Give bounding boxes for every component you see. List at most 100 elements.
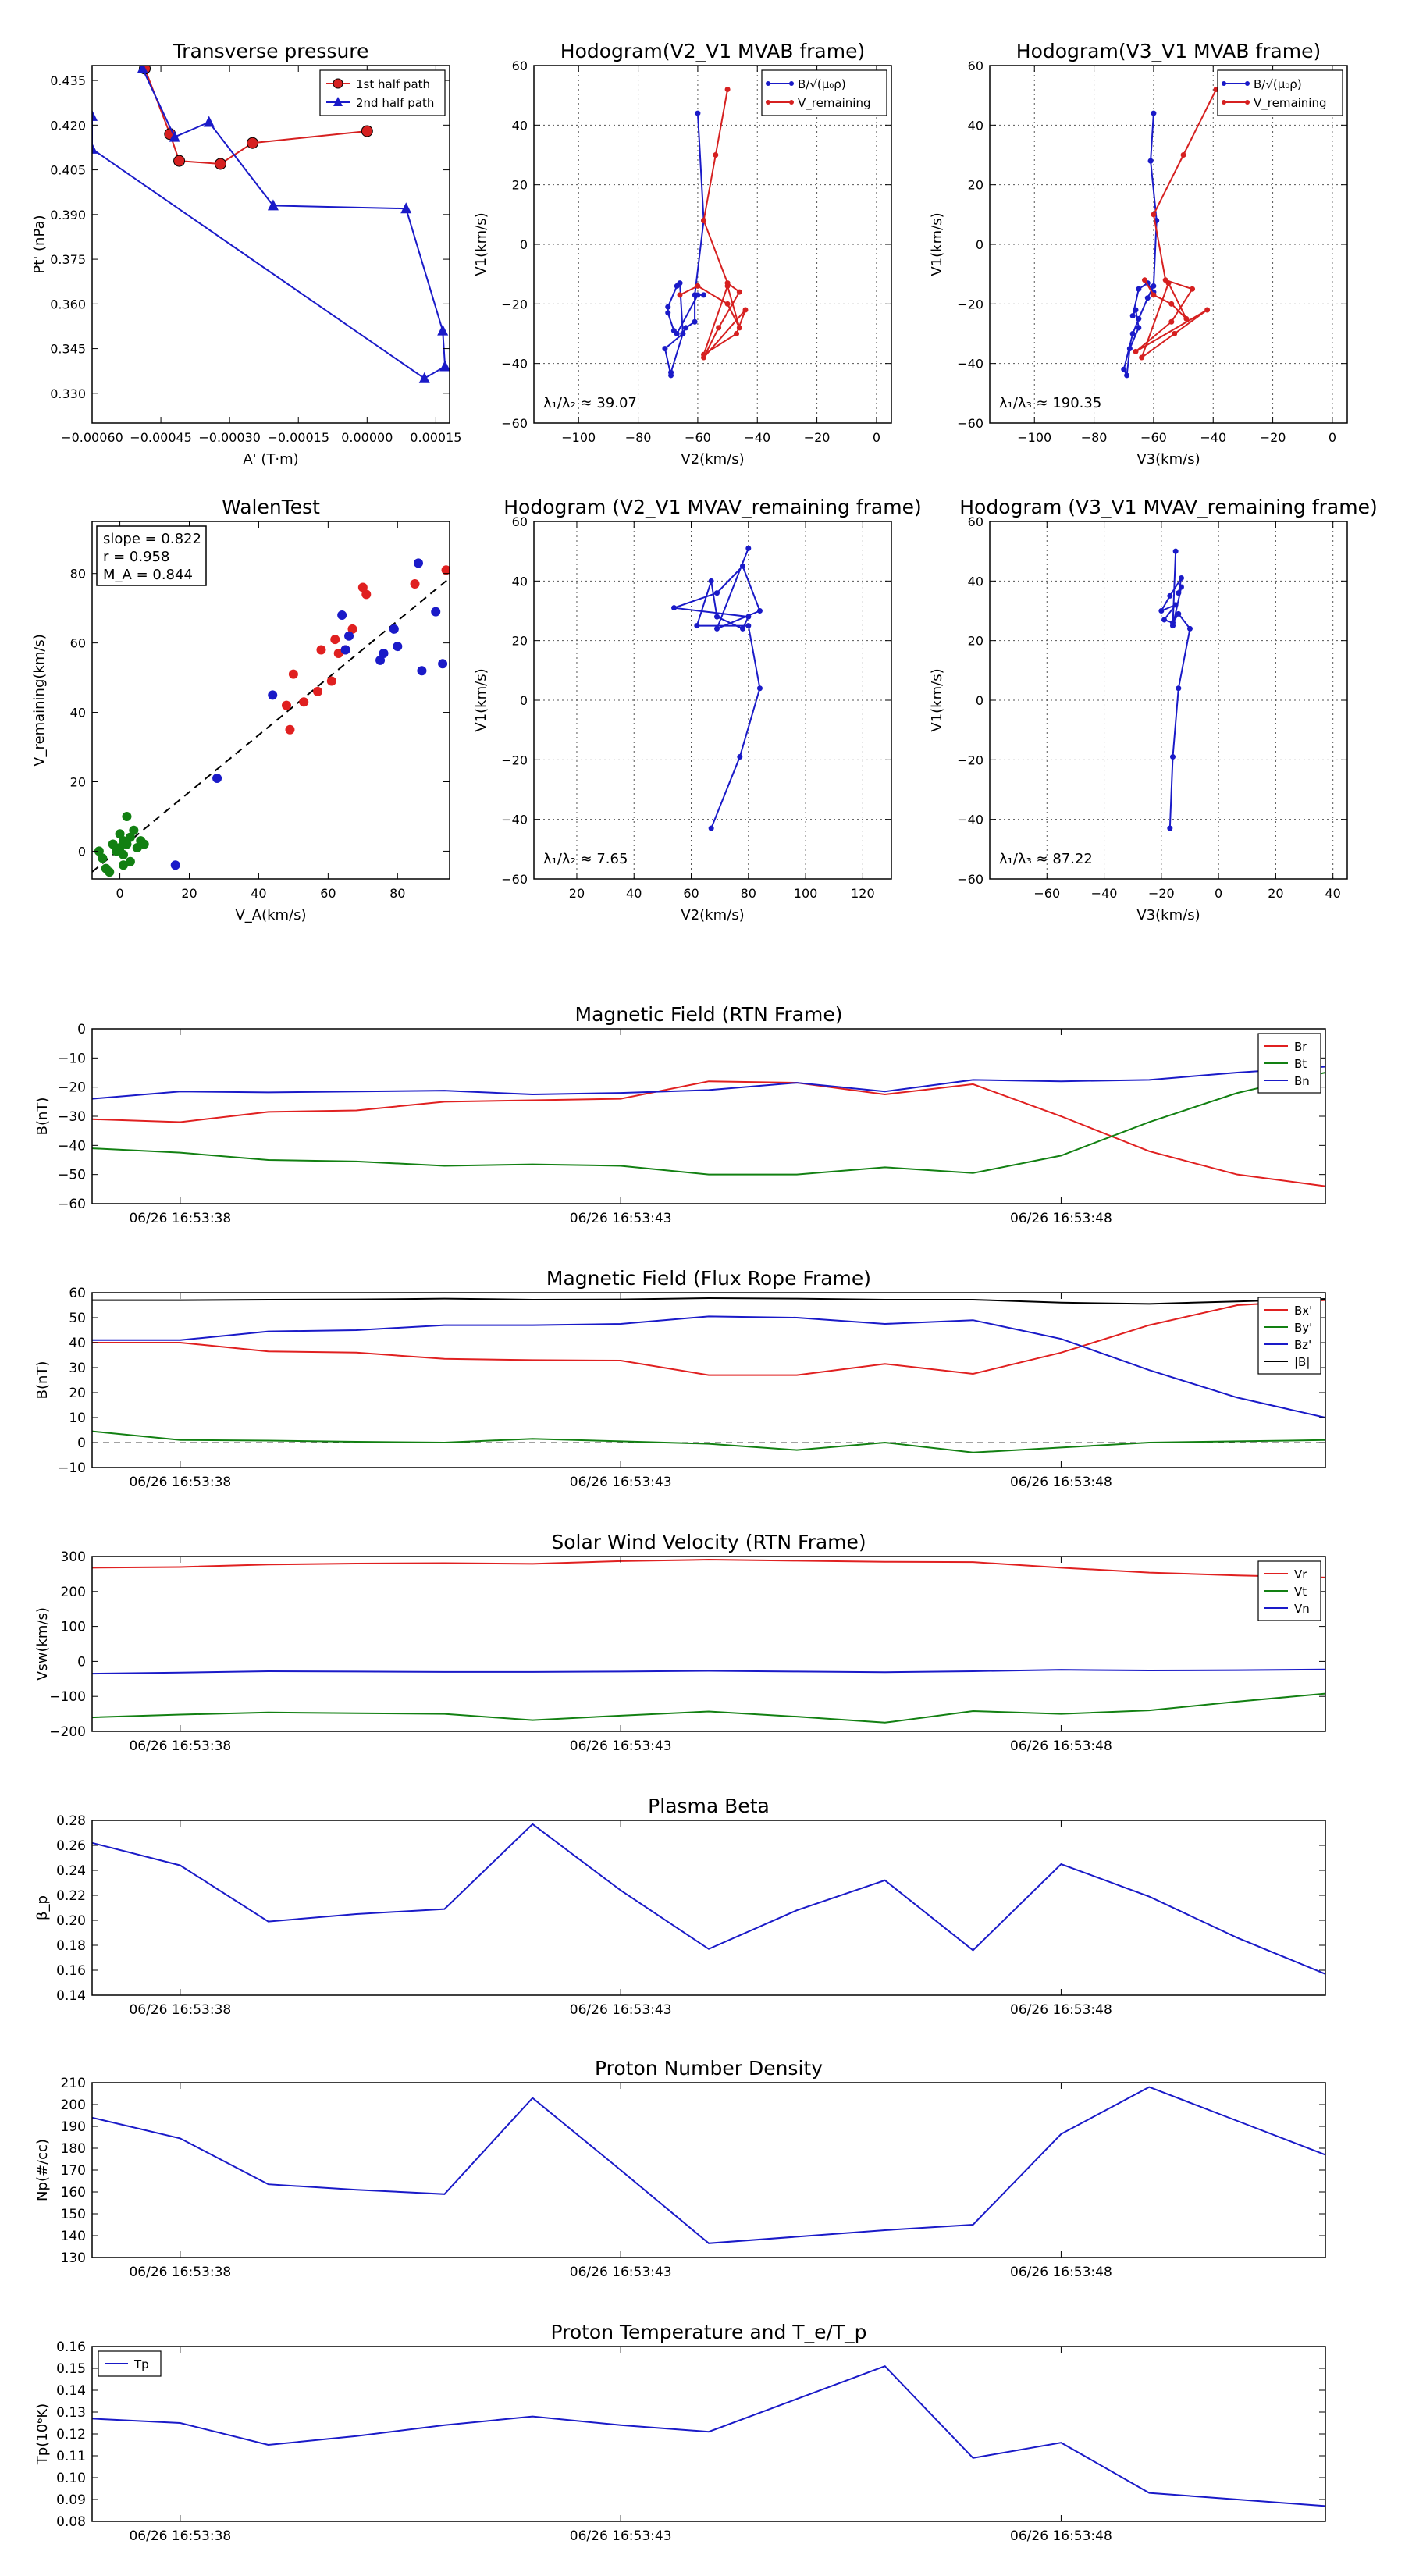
data-point bbox=[713, 590, 720, 596]
data-point bbox=[1167, 592, 1173, 599]
x-tick-label: 06/26 16:53:38 bbox=[129, 1211, 231, 1226]
x-tick-label: 06/26 16:53:38 bbox=[129, 2002, 231, 2018]
scatter-point bbox=[340, 645, 350, 655]
legend-marker bbox=[789, 81, 794, 86]
x-tick-label: 80 bbox=[389, 886, 405, 901]
scatter-point bbox=[313, 686, 323, 696]
series-b-line bbox=[1122, 113, 1158, 379]
legend-label: Bz' bbox=[1294, 1338, 1311, 1352]
data-point bbox=[680, 331, 686, 336]
panel-hodo_v2v1_rem: Hodogram (V2_V1 MVAV_remaining frame) 20 4… bbox=[473, 496, 922, 923]
stats-text: M_A = 0.844 bbox=[103, 567, 193, 583]
y-axis-label: V1(km/s) bbox=[929, 668, 945, 731]
y-tick-label: 40 bbox=[512, 118, 528, 133]
y-tick-label: 0.16 bbox=[56, 1963, 86, 1979]
legend-label: Vr bbox=[1294, 1567, 1307, 1582]
y-axis-label: β_p bbox=[34, 1895, 51, 1920]
y-axis-label: B(nT) bbox=[34, 1098, 51, 1136]
plot-frame bbox=[91, 1292, 1326, 1468]
data-point bbox=[1129, 313, 1136, 319]
data-point bbox=[1158, 608, 1165, 614]
y-axis-label: Np(#/cc) bbox=[34, 2139, 51, 2201]
y-tick-label: 60 bbox=[512, 514, 528, 529]
scatter-point bbox=[417, 666, 427, 676]
y-tick-label: 0.13 bbox=[56, 2405, 86, 2421]
data-point bbox=[694, 623, 700, 629]
y-tick-label: −40 bbox=[501, 813, 528, 827]
series-1sthalfpath-line bbox=[144, 68, 368, 165]
stats-box bbox=[96, 525, 207, 586]
data-point bbox=[1129, 331, 1136, 336]
x-tick-label: 40 bbox=[251, 886, 266, 901]
legend-marker bbox=[766, 100, 770, 105]
chart-title: Hodogram(V2_V1 MVAB frame) bbox=[560, 40, 865, 62]
x-tick-label: 0.00015 bbox=[410, 430, 461, 445]
data-point bbox=[1186, 625, 1193, 632]
scatter-point bbox=[119, 860, 129, 870]
y-axis-label: Tp(10⁶K) bbox=[34, 2403, 51, 2465]
data-point bbox=[267, 199, 279, 211]
y-tick-label: −60 bbox=[501, 416, 528, 431]
legend: Tp bbox=[98, 2350, 162, 2377]
y-tick-label: −20 bbox=[957, 297, 984, 311]
data-point bbox=[724, 283, 731, 289]
scatter-point bbox=[438, 659, 448, 669]
y-tick-label: 0.420 bbox=[50, 118, 86, 133]
y-tick-label: 0.15 bbox=[56, 2361, 86, 2377]
scatter-point bbox=[101, 863, 111, 873]
legend-label: Bn bbox=[1294, 1074, 1310, 1088]
y-tick-label: −10 bbox=[58, 1461, 86, 1476]
x-tick-label: 06/26 16:53:43 bbox=[570, 1738, 672, 1754]
scatter-point bbox=[299, 697, 309, 707]
data-point bbox=[1126, 346, 1133, 352]
series-bz-line bbox=[92, 1315, 1325, 1418]
data-point bbox=[1147, 158, 1154, 164]
y-tick-label: 0 bbox=[520, 693, 528, 708]
y-tick-label: 0.24 bbox=[56, 1863, 86, 1879]
panel-beta: Plasma Beta 06/26 16:53:38 06/26 16:53:43 0… bbox=[34, 1795, 1326, 2018]
data-point bbox=[1204, 307, 1211, 313]
legend-marker bbox=[333, 97, 343, 106]
scatter-point bbox=[357, 582, 368, 592]
legend-marker bbox=[766, 81, 770, 86]
data-point bbox=[247, 137, 259, 149]
y-tick-label: 0.08 bbox=[56, 2514, 86, 2530]
chart-title: Hodogram (V3_V1 MVAV_remaining frame) bbox=[959, 496, 1378, 518]
data-point bbox=[1121, 366, 1127, 372]
plot-frame bbox=[91, 1820, 1326, 1996]
scatter-point bbox=[333, 648, 343, 658]
x-tick-label: 06/26 16:53:38 bbox=[129, 2528, 231, 2544]
y-tick-label: 200 bbox=[61, 2097, 86, 2113]
series-b-line bbox=[92, 1297, 1325, 1305]
y-tick-label: 60 bbox=[968, 514, 984, 529]
data-point bbox=[742, 307, 749, 313]
x-tick-label: 06/26 16:53:48 bbox=[1010, 2002, 1112, 2018]
x-tick-label: 06/26 16:53:48 bbox=[1010, 1475, 1112, 1490]
data-point bbox=[1136, 325, 1142, 331]
x-tick-label: 20 bbox=[1268, 886, 1283, 901]
scatter-point bbox=[431, 607, 441, 617]
scatter-point bbox=[125, 856, 135, 866]
series-beta-line bbox=[92, 1823, 1325, 1975]
x-axis-label: V3(km/s) bbox=[1136, 907, 1200, 923]
data-point bbox=[1176, 685, 1182, 692]
data-point bbox=[692, 318, 698, 325]
chart-title: Transverse pressure bbox=[173, 40, 369, 62]
data-point bbox=[739, 625, 745, 632]
data-point bbox=[1139, 354, 1145, 361]
y-tick-label: 0.26 bbox=[56, 1838, 86, 1854]
legend-label: 2nd half path bbox=[356, 96, 434, 110]
data-point bbox=[1169, 754, 1176, 760]
plot-area bbox=[92, 2365, 1325, 2507]
stats-text: slope = 0.822 bbox=[103, 531, 201, 547]
legend-label: V_remaining bbox=[798, 96, 871, 111]
legend-label: Bt bbox=[1294, 1057, 1307, 1071]
scatter-point bbox=[119, 849, 129, 859]
y-tick-label: 50 bbox=[69, 1311, 86, 1326]
scatter-point bbox=[347, 624, 357, 634]
data-point bbox=[756, 608, 763, 614]
data-point bbox=[418, 372, 430, 383]
data-point bbox=[665, 310, 671, 316]
data-point bbox=[1151, 283, 1157, 289]
